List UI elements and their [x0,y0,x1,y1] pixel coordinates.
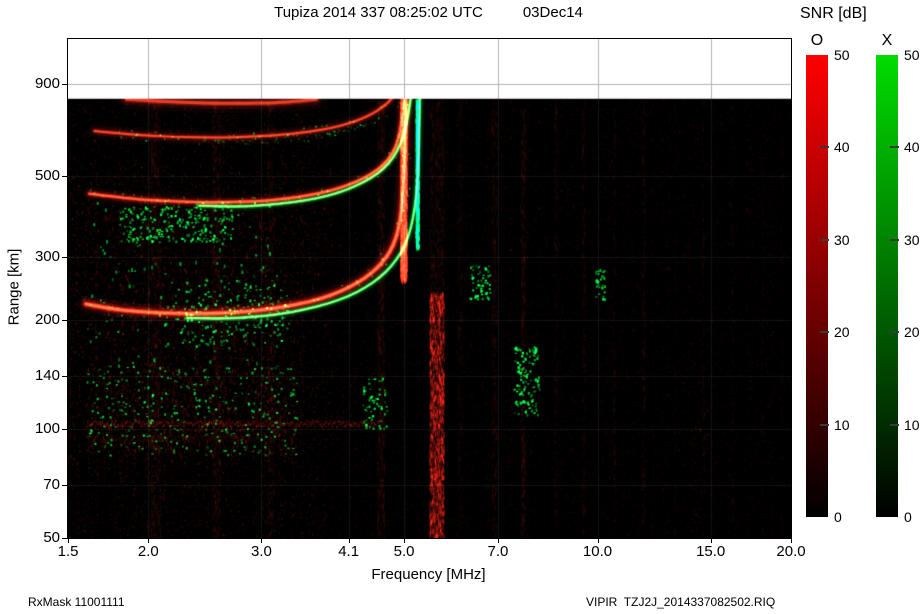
x-colorbar-tick-label: 10 [904,416,920,433]
x-colorbar-tick-label: 40 [904,139,920,156]
x-colorbar-tick-mark [890,238,899,241]
x-colorbar-tick-label: 50 [904,47,920,63]
o-colorbar [806,55,828,517]
x-tick-mark [348,538,350,543]
y-tick-label: 500 [34,167,60,185]
x-colorbar-tick-label: 20 [904,324,920,341]
y-tick-label: 70 [43,476,60,494]
x-colorbar-tick-label: 0 [904,509,912,525]
rxmask-label: RxMask 11001111 [28,595,125,609]
x-tick-label: 15.0 [696,543,726,560]
x-tick-mark [710,538,712,543]
o-colorbar-tick-mark [820,146,829,149]
y-tick-mark [62,485,67,487]
y-tick-mark [62,320,67,322]
y-tick-label: 300 [34,247,60,265]
chart-title: Tupiza 2014 337 08:25:02 UTC 03Dec14 [67,4,790,21]
x-tick-label: 7.0 [487,543,509,560]
x-tick-label: 2.0 [137,543,159,560]
y-tick-label: 200 [34,311,60,329]
y-tick-mark [62,429,67,431]
ionogram-canvas [68,39,791,538]
x-tick-mark [791,538,792,543]
x-tick-mark [404,538,406,543]
title-date: 03Dec14 [522,4,583,21]
x-tick-label: 3.0 [251,543,272,560]
x-colorbar-tick-label: 30 [904,231,920,248]
o-mode-label: O [810,32,824,49]
o-colorbar-tick-mark [820,238,829,241]
x-colorbar-tick-mark [890,146,899,149]
x-axis-label: Frequency [MHz] [371,566,486,583]
y-tick-label: 100 [34,420,60,438]
o-colorbar-tick-label: 40 [834,139,850,156]
title-text: Tupiza 2014 337 08:25:02 UTC [274,4,483,21]
o-colorbar-tick-label: 0 [834,509,842,525]
o-colorbar-tick-label: 10 [834,416,850,433]
y-tick-mark [62,176,67,178]
filename-label: VIPIR TZJ2J_2014337082502.RIQ [586,595,776,609]
o-colorbar-tick-mark [820,423,829,426]
x-tick-label: 20.0 [776,543,806,560]
o-colorbar-tick-label: 30 [834,231,850,248]
y-tick-mark [62,538,67,539]
x-tick-mark [148,538,150,543]
snr-colorbar-title: SNR [dB] [800,5,867,22]
x-tick-label: 1.5 [57,543,79,560]
x-colorbar [876,55,898,517]
y-tick-label: 140 [34,367,60,385]
y-tick-mark [62,84,67,86]
x-tick-label: 4.1 [338,543,360,560]
x-colorbar-tick-mark [890,331,899,334]
x-tick-label: 10.0 [582,543,613,560]
o-colorbar-tick-label: 20 [834,324,850,341]
plot-area [67,38,792,539]
y-tick-label: 900 [34,75,60,93]
x-tick-mark [261,538,263,543]
x-tick-label: 5.0 [393,543,415,560]
y-tick-label: 50 [43,529,60,546]
o-colorbar-tick-label: 50 [834,47,850,63]
o-colorbar-tick-mark [820,331,829,334]
y-tick-mark [62,256,67,258]
x-mode-label: X [881,32,893,49]
y-tick-mark [62,376,67,378]
x-tick-mark [68,538,69,543]
x-colorbar-tick-mark [890,423,899,426]
x-tick-mark [497,538,499,543]
x-tick-mark [597,538,599,543]
